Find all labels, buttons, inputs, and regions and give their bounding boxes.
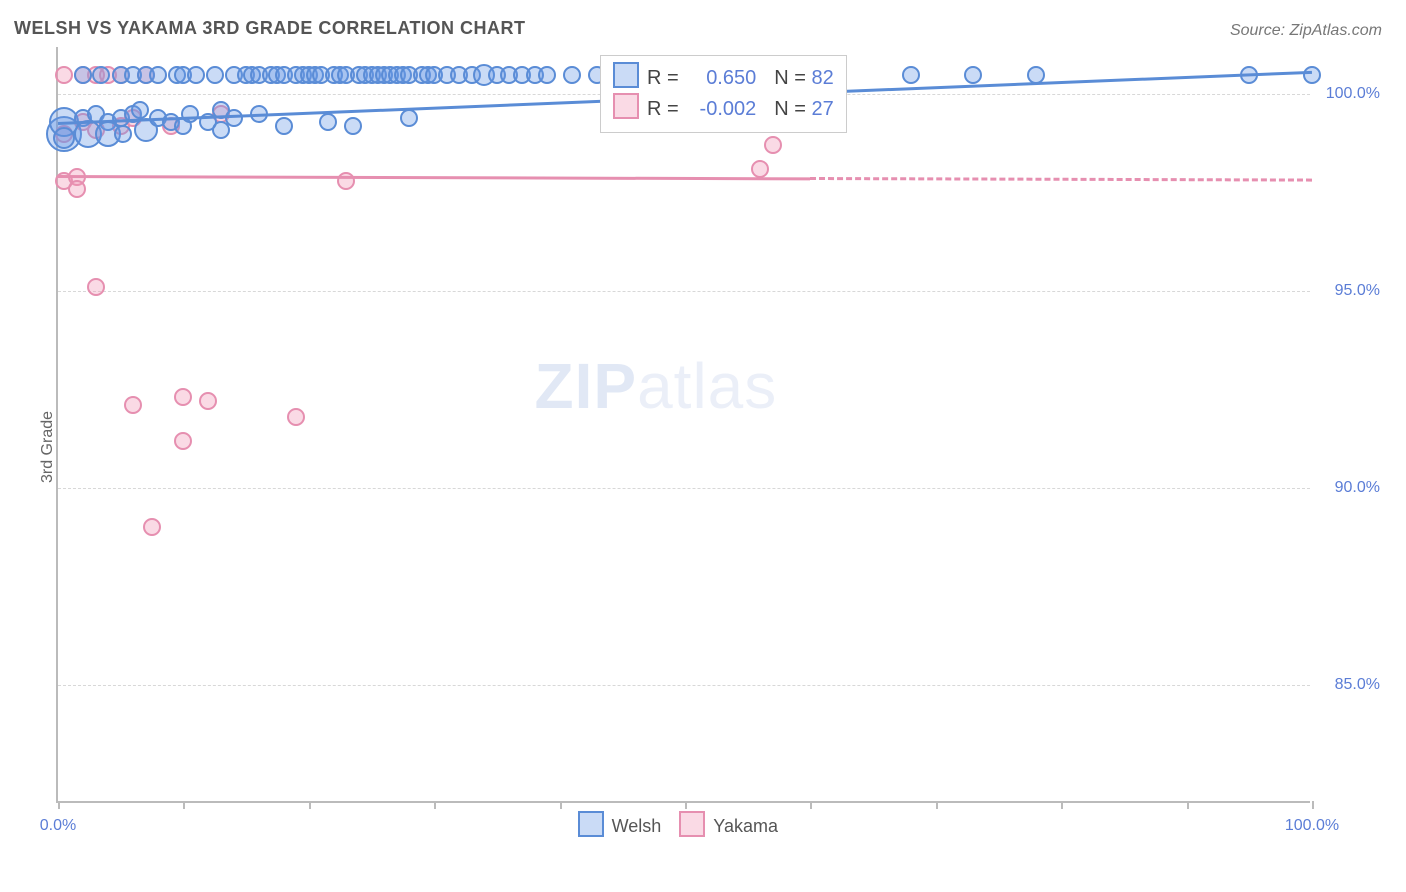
- legend-swatch: [679, 811, 705, 837]
- gridline-h: [58, 488, 1310, 489]
- x-tick: [685, 801, 687, 809]
- legend-swatch: [578, 811, 604, 837]
- stat-r-label: R =: [647, 67, 684, 89]
- data-point-yakama: [287, 408, 305, 426]
- stats-box: R = 0.650 N = 82 R = -0.002 N = 27: [600, 55, 847, 133]
- stat-n-label: N =: [774, 98, 811, 120]
- stat-n-value: 27: [812, 98, 834, 120]
- data-point-welsh: [400, 109, 418, 127]
- data-point-welsh: [344, 117, 362, 135]
- legend-label: Yakama: [713, 816, 778, 836]
- data-point-welsh: [181, 105, 199, 123]
- x-tick: [183, 801, 185, 809]
- x-tick: [58, 801, 60, 809]
- data-point-yakama: [87, 278, 105, 296]
- gridline-h: [58, 291, 1310, 292]
- x-tick: [1061, 801, 1063, 809]
- data-point-yakama: [68, 180, 86, 198]
- y-axis-label: 3rd Grade: [39, 411, 57, 483]
- data-point-welsh: [1303, 66, 1321, 84]
- data-point-yakama: [751, 160, 769, 178]
- x-tick: [810, 801, 812, 809]
- data-point-yakama: [124, 396, 142, 414]
- x-tick: [434, 801, 436, 809]
- data-point-yakama: [55, 66, 73, 84]
- x-tick: [1312, 801, 1314, 809]
- data-point-welsh: [53, 127, 75, 149]
- source-prefix: Source:: [1230, 22, 1290, 39]
- data-point-yakama: [174, 432, 192, 450]
- y-tick-label: 85.0%: [1320, 676, 1380, 694]
- plot-region: 85.0%90.0%95.0%100.0%0.0%100.0%ZIPatlasR…: [56, 47, 1310, 803]
- stat-r-label: R =: [647, 98, 684, 120]
- y-tick-label: 100.0%: [1320, 85, 1380, 103]
- stat-n-value: 82: [812, 67, 834, 89]
- gridline-h: [58, 685, 1310, 686]
- data-point-welsh: [964, 66, 982, 84]
- data-point-yakama: [199, 392, 217, 410]
- x-tick: [560, 801, 562, 809]
- stats-row: R = 0.650 N = 82: [613, 62, 834, 93]
- stat-n-label: N =: [774, 67, 811, 89]
- x-tick-label: 100.0%: [1285, 817, 1339, 835]
- x-tick-label: 0.0%: [40, 817, 76, 835]
- source-credit: Source: ZipAtlas.com: [1230, 22, 1382, 40]
- legend-swatch: [613, 93, 639, 119]
- stat-r-value: -0.002: [684, 94, 756, 124]
- data-point-welsh: [319, 113, 337, 131]
- data-point-welsh: [149, 66, 167, 84]
- data-point-yakama: [337, 172, 355, 190]
- footer-legend: Welsh Yakama: [560, 811, 778, 837]
- x-tick: [309, 801, 311, 809]
- legend-swatch: [613, 62, 639, 88]
- chart-header: WELSH VS YAKAMA 3RD GRADE CORRELATION CH…: [0, 0, 1406, 47]
- chart-area: 3rd Grade 85.0%90.0%95.0%100.0%0.0%100.0…: [14, 47, 1392, 847]
- x-tick: [936, 801, 938, 809]
- y-tick-label: 95.0%: [1320, 282, 1380, 300]
- x-tick: [1187, 801, 1189, 809]
- y-tick-label: 90.0%: [1320, 479, 1380, 497]
- data-point-welsh: [92, 66, 110, 84]
- legend-label: Welsh: [612, 816, 662, 836]
- trend-line-yakama: [58, 175, 810, 180]
- data-point-welsh: [206, 66, 224, 84]
- data-point-welsh: [114, 125, 132, 143]
- stat-r-value: 0.650: [684, 63, 756, 93]
- data-point-welsh: [74, 66, 92, 84]
- data-point-welsh: [187, 66, 205, 84]
- data-point-welsh: [538, 66, 556, 84]
- source-name: ZipAtlas.com: [1290, 22, 1382, 39]
- data-point-welsh: [902, 66, 920, 84]
- watermark: ZIPatlas: [535, 349, 778, 423]
- data-point-welsh: [131, 101, 149, 119]
- chart-title: WELSH VS YAKAMA 3RD GRADE CORRELATION CH…: [14, 18, 526, 38]
- data-point-yakama: [174, 388, 192, 406]
- data-point-welsh: [275, 117, 293, 135]
- data-point-yakama: [143, 518, 161, 536]
- data-point-yakama: [764, 136, 782, 154]
- trend-line-yakama: [810, 177, 1312, 182]
- stats-row: R = -0.002 N = 27: [613, 93, 834, 124]
- data-point-welsh: [563, 66, 581, 84]
